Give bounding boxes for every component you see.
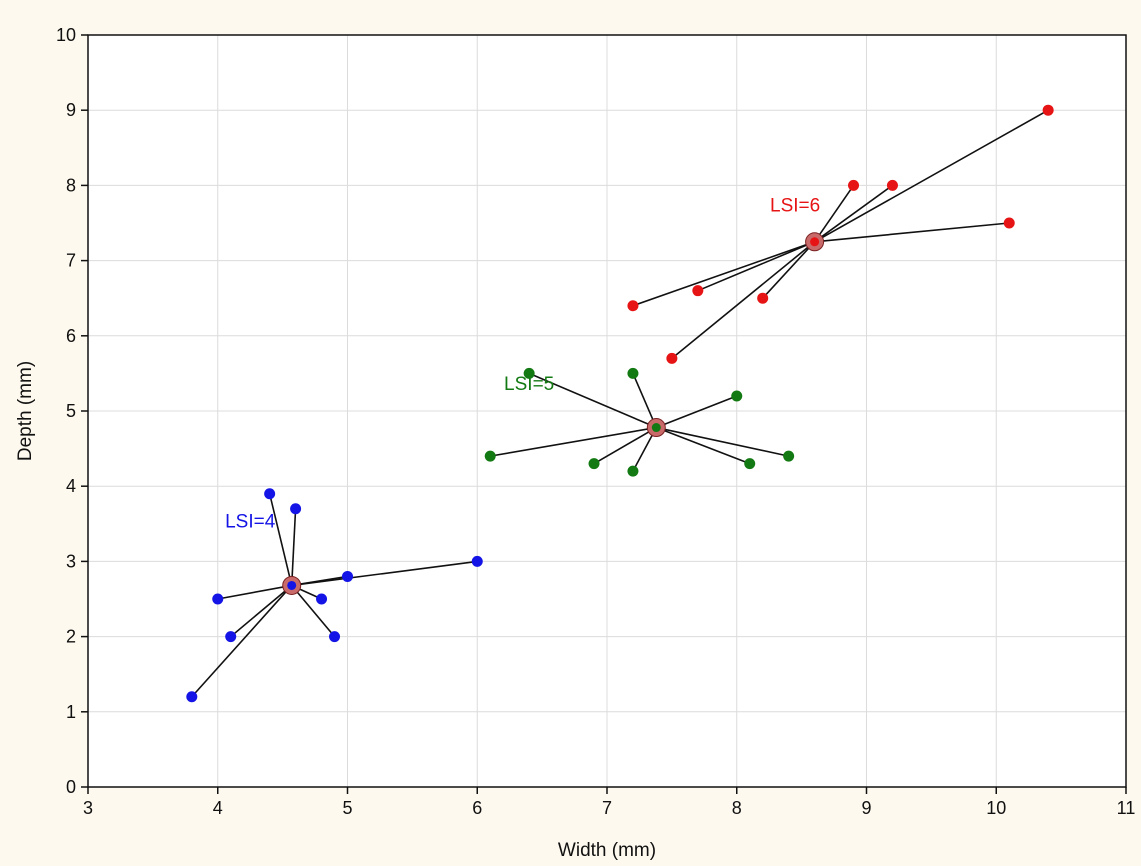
spoke-line <box>813 184 855 243</box>
data-point <box>627 300 639 312</box>
spoke-line <box>291 584 336 638</box>
y-tick-label: 8 <box>66 175 76 195</box>
centroid-core <box>810 237 820 247</box>
gridlines <box>88 35 1126 787</box>
data-point <box>848 179 860 191</box>
spoke-line <box>632 373 658 428</box>
data-point <box>783 450 795 462</box>
y-tick-label: 7 <box>66 251 76 271</box>
spoke-line <box>490 426 657 457</box>
centroid-core <box>651 423 661 433</box>
data-point <box>731 390 743 402</box>
x-tick-label: 7 <box>602 798 612 818</box>
data-point <box>588 458 600 470</box>
spoke-line <box>814 222 1010 243</box>
spoke-line <box>814 109 1049 243</box>
x-axis-title: Width (mm) <box>558 840 656 861</box>
data-point <box>757 292 769 304</box>
spoke-line <box>814 184 893 243</box>
spoke-line <box>230 584 293 638</box>
spoke-line <box>268 493 293 586</box>
x-tick-label: 9 <box>861 798 871 818</box>
cluster-labels: LSI=4 LSI=5 LSI=6 <box>225 196 820 533</box>
spoke-line <box>671 241 816 359</box>
data-point <box>316 593 328 605</box>
data-point <box>342 570 353 582</box>
data-point <box>627 367 639 379</box>
data-point <box>264 488 276 500</box>
y-tick-label: 5 <box>66 401 76 421</box>
data-point <box>523 367 535 379</box>
spoke-line <box>656 426 751 465</box>
data-point <box>744 458 756 470</box>
data-point <box>1042 104 1054 116</box>
data-point <box>329 631 341 643</box>
data-point <box>692 285 704 297</box>
spoke-line <box>291 560 478 587</box>
cluster-label: LSI=5 <box>504 374 554 395</box>
centroid-core <box>287 580 297 590</box>
spoke-line <box>191 584 293 698</box>
y-tick-label: 6 <box>66 326 76 346</box>
centroid-markers <box>282 232 825 595</box>
cluster-label: LSI=4 <box>225 512 276 533</box>
data-point <box>212 593 224 605</box>
x-tick-label: 6 <box>472 798 482 818</box>
y-tick-label: 0 <box>66 777 76 797</box>
spoke-line <box>632 241 815 307</box>
cluster-label: LSI=6 <box>770 196 820 217</box>
x-tick-label: 8 <box>732 798 742 818</box>
y-axis-title: Depth (mm) <box>15 361 36 461</box>
data-point <box>666 352 678 364</box>
spoke-lines <box>191 109 1049 698</box>
data-point <box>886 179 898 191</box>
spoke-line <box>656 426 789 457</box>
data-point <box>627 465 639 477</box>
data-point <box>1003 217 1015 229</box>
x-tick-label: 4 <box>213 798 223 818</box>
y-tick-label: 9 <box>66 100 76 120</box>
x-tick-label: 5 <box>342 798 352 818</box>
y-tick-label: 1 <box>66 702 76 722</box>
spoke-line <box>528 372 657 429</box>
data-point <box>471 555 483 567</box>
spoke-line <box>656 395 738 429</box>
x-axis-ticks: 3 4 5 6 7 8 9 10 11 <box>83 787 1135 818</box>
y-tick-label: 2 <box>66 627 76 647</box>
x-tick-label: 11 <box>1117 798 1136 818</box>
x-tick-label: 10 <box>986 798 1006 818</box>
y-tick-label: 4 <box>66 476 76 496</box>
data-points <box>186 104 1054 703</box>
y-axis-ticks: 0 1 2 3 4 5 6 7 8 9 10 <box>56 25 88 797</box>
data-point <box>186 691 198 703</box>
y-tick-label: 10 <box>56 25 76 45</box>
data-point <box>225 631 237 643</box>
spoke-line <box>697 241 815 292</box>
data-point <box>484 450 496 462</box>
spoke-line <box>217 584 292 600</box>
x-tick-label: 3 <box>83 798 93 818</box>
data-point <box>290 503 302 515</box>
spoke-line <box>593 426 657 465</box>
spoke-line <box>290 508 297 586</box>
spoke-line <box>762 241 816 299</box>
y-tick-label: 3 <box>66 551 76 571</box>
